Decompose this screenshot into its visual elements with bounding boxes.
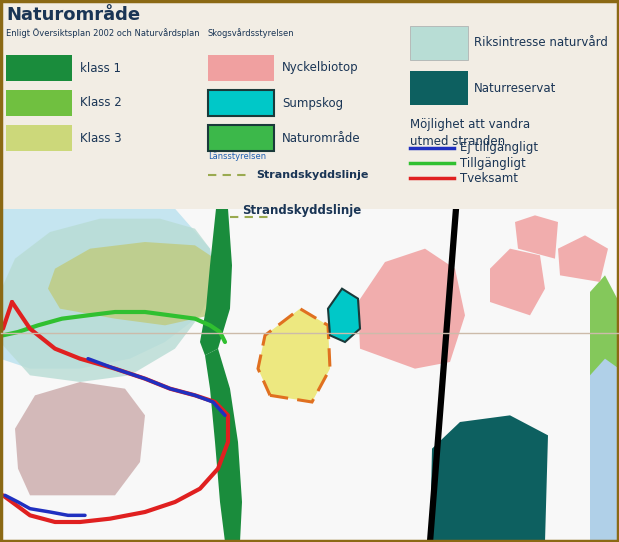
Text: Strandskyddslinje: Strandskyddslinje	[243, 204, 361, 217]
Text: Tveksamt: Tveksamt	[460, 171, 518, 184]
Bar	[410, 71, 468, 105]
Text: Nyckelbiotop: Nyckelbiotop	[282, 61, 358, 74]
Text: Ej tillgängligt: Ej tillgängligt	[460, 141, 538, 154]
Bar	[410, 26, 468, 60]
Text: Naturområde: Naturområde	[282, 132, 361, 145]
Bar	[6, 90, 72, 116]
Text: Skogsvårdsstyrelsen: Skogsvårdsstyrelsen	[208, 28, 295, 38]
Text: klass 1: klass 1	[80, 61, 121, 74]
Polygon shape	[590, 275, 619, 542]
Bar	[6, 125, 72, 151]
Polygon shape	[48, 242, 225, 325]
Polygon shape	[258, 309, 330, 402]
Polygon shape	[205, 349, 242, 542]
Polygon shape	[358, 249, 465, 369]
Polygon shape	[430, 415, 548, 542]
Polygon shape	[200, 209, 232, 356]
Text: Naturområde: Naturområde	[6, 6, 140, 24]
Text: Strandskyddslinje: Strandskyddslinje	[256, 170, 368, 180]
Bar	[208, 125, 274, 151]
Polygon shape	[590, 359, 619, 542]
Polygon shape	[558, 235, 608, 282]
Text: Möjlighet att vandra
utmed stranden: Möjlighet att vandra utmed stranden	[410, 118, 530, 148]
Text: Klass 3: Klass 3	[80, 132, 121, 145]
Text: Sumpskog: Sumpskog	[282, 96, 343, 109]
Polygon shape	[328, 289, 360, 342]
Polygon shape	[15, 382, 145, 495]
Text: Riksintresse naturvård: Riksintresse naturvård	[474, 36, 608, 49]
Bar	[6, 55, 72, 81]
Polygon shape	[0, 209, 215, 542]
Bar	[208, 90, 274, 116]
Polygon shape	[0, 218, 215, 382]
Polygon shape	[490, 249, 545, 315]
Polygon shape	[515, 215, 558, 259]
Text: Enligt Översiktsplan 2002 och Naturvårdsplan: Enligt Översiktsplan 2002 och Naturvårds…	[6, 28, 199, 38]
Text: Länsstyrelsen: Länsstyrelsen	[208, 152, 266, 161]
Text: Klass 2: Klass 2	[80, 96, 122, 109]
Text: Tillgängligt: Tillgängligt	[460, 157, 526, 170]
Bar	[208, 55, 274, 81]
Text: Naturreservat: Naturreservat	[474, 81, 556, 94]
